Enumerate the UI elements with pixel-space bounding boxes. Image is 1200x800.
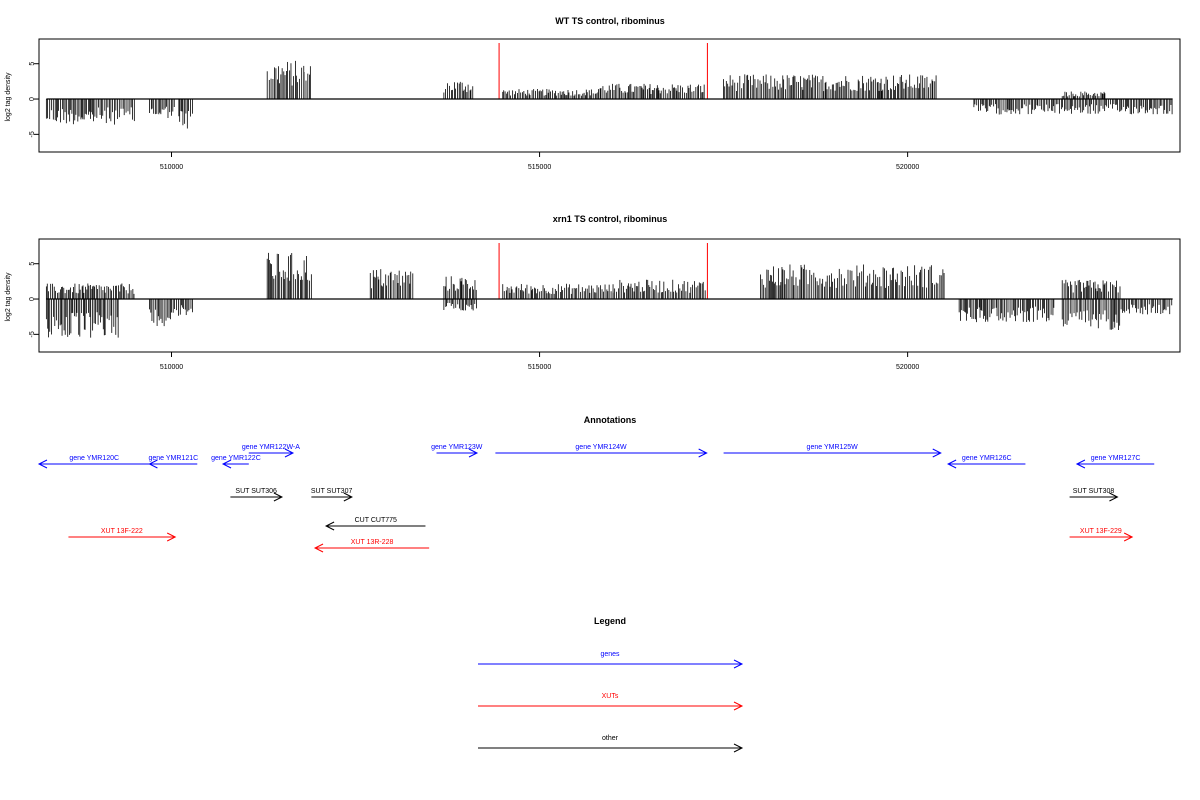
annotation-feature: gene YMR120C: [37, 455, 150, 469]
y-axis: -5 0 5: [29, 262, 39, 337]
x-axis: 510000 515000 520000: [160, 352, 919, 371]
legend-item: XUTs: [478, 693, 744, 711]
annotation-feature: gene YMR126C: [947, 455, 1026, 469]
y-tick-label: -5: [29, 131, 36, 137]
feature-label: XUT 13F-222: [101, 528, 143, 535]
feature-label: XUT 13R-228: [351, 539, 394, 546]
x-tick-label: 515000: [528, 364, 551, 371]
legend-title: Legend: [594, 616, 626, 626]
feature-label: gene YMR120C: [69, 455, 119, 462]
feature-label: XUT 13F-229: [1080, 528, 1122, 535]
feature-arrow-head: [284, 448, 295, 458]
annotation-feature: gene YMR123W: [431, 444, 483, 458]
feature-label: gene YMR124W: [575, 444, 627, 451]
y-axis-label: log2 tag density: [5, 72, 12, 122]
x-tick-label: 520000: [896, 164, 919, 171]
annotation-feature: gene YMR122W-A: [242, 444, 300, 458]
signal-bars: [45, 60, 1173, 129]
marker-lines: [498, 243, 708, 300]
annotation-feature: gene YMR124W: [495, 444, 708, 458]
y-tick-label: -5: [29, 331, 36, 337]
annotation-feature: gene YMR127C: [1075, 455, 1155, 469]
annotation-feature: gene YMR125W: [723, 444, 942, 458]
y-axis-label: log2 tag density: [5, 272, 12, 322]
legend-item: other: [478, 735, 744, 753]
signal-bars: [45, 252, 1173, 338]
feature-arrow-head: [932, 448, 942, 458]
annotation-feature: SUT SUT308: [1069, 488, 1119, 502]
feature-arrow-head: [733, 743, 744, 753]
feature-label: gene YMR122C: [211, 455, 261, 462]
annotations-title: Annotations: [584, 415, 637, 425]
feature-label: CUT CUT775: [355, 517, 397, 524]
x-axis: 510000 515000 520000: [160, 152, 919, 171]
feature-label: gene YMR127C: [1091, 455, 1141, 462]
annotation-feature: SUT SUT306: [230, 488, 284, 502]
x-tick-label: 515000: [528, 164, 551, 171]
x-tick-label: 520000: [896, 364, 919, 371]
marker-lines: [498, 43, 708, 100]
y-tick-label: 5: [29, 262, 36, 266]
y-tick-label: 0: [29, 97, 36, 101]
annotation-feature: XUT 13F-229: [1069, 528, 1134, 542]
feature-arrow-head: [221, 459, 232, 469]
plot-frame: [38, 38, 1181, 153]
feature-arrow-head: [324, 521, 335, 531]
feature-arrow-head: [313, 543, 324, 553]
feature-arrow-head: [698, 448, 708, 458]
legend-item-label: other: [602, 735, 619, 742]
annotation-feature: CUT CUT775: [324, 517, 426, 531]
annotation-feature: gene YMR121C: [148, 455, 198, 469]
annotation-feature: XUT 13R-228: [313, 539, 430, 553]
feature-list: gene YMR120C gene YMR121C gene YMR122C gene…: [37, 444, 1155, 553]
feature-arrow-head: [733, 701, 744, 711]
legend-item-label: XUTs: [602, 693, 619, 700]
legend-items: genes XUTs other: [478, 651, 744, 753]
feature-arrow-head: [733, 659, 744, 669]
annotations-section: Annotations gene YMR120C gene YMR121C gene…: [37, 415, 1155, 553]
feature-arrow-head: [273, 492, 284, 502]
x-tick-label: 510000: [160, 164, 183, 171]
track-title: xrn1 TS control, ribominus: [553, 214, 668, 224]
feature-label: gene YMR122W-A: [242, 444, 300, 451]
feature-arrow-head: [1109, 492, 1119, 502]
x-tick-label: 510000: [160, 364, 183, 371]
legend: Legend genes XUTs other: [478, 616, 744, 753]
legend-item: genes: [478, 651, 744, 669]
feature-label: gene YMR121C: [148, 455, 198, 462]
feature-arrow-head: [947, 459, 957, 469]
feature-arrow-head: [1123, 532, 1134, 542]
feature-label: SUT SUT307: [311, 488, 353, 495]
feature-arrow-head: [148, 459, 158, 469]
track-panel-wt: WT TS control, ribominus log2 tag densit…: [5, 16, 1181, 171]
annotation-feature: XUT 13F-222: [68, 528, 177, 542]
track-panel-xrn1: xrn1 TS control, ribominus log2 tag dens…: [5, 214, 1181, 371]
annotation-feature: gene YMR122C: [211, 455, 261, 469]
feature-label: gene YMR125W: [807, 444, 859, 451]
feature-label: gene YMR126C: [962, 455, 1012, 462]
feature-label: SUT SUT306: [235, 488, 277, 495]
legend-item-label: genes: [600, 651, 620, 658]
y-axis: -5 0 5: [29, 62, 39, 137]
feature-arrow-head: [37, 459, 48, 469]
track-title: WT TS control, ribominus: [555, 16, 665, 26]
y-tick-label: 0: [29, 297, 36, 301]
plot-frame: [38, 238, 1181, 353]
feature-arrow-head: [468, 448, 479, 458]
feature-arrow-head: [343, 492, 353, 502]
feature-label: SUT SUT308: [1073, 488, 1115, 495]
feature-arrow-head: [166, 532, 177, 542]
feature-label: gene YMR123W: [431, 444, 483, 451]
feature-arrow-head: [1075, 459, 1086, 469]
y-tick-label: 5: [29, 62, 36, 66]
annotation-feature: SUT SUT307: [311, 488, 353, 502]
